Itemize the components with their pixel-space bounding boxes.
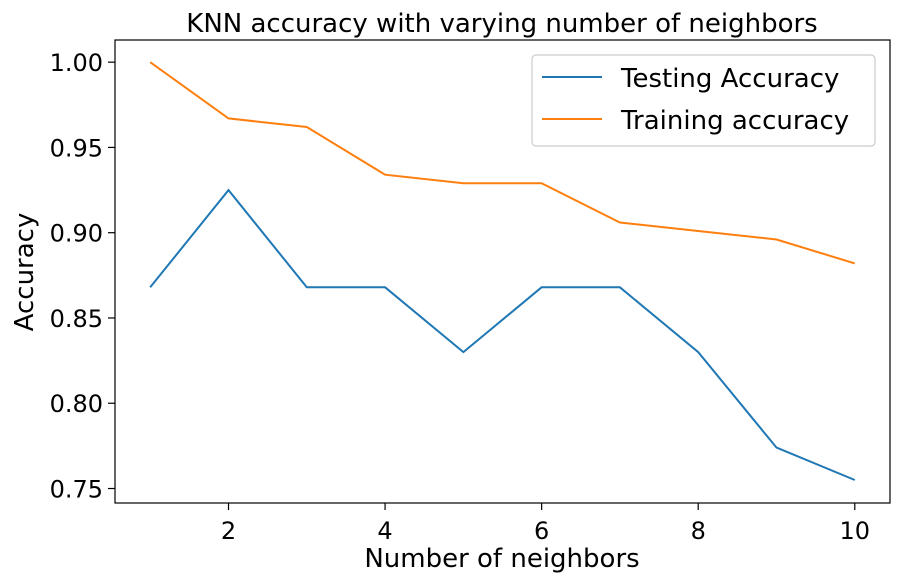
series-layer: [149, 61, 856, 481]
legend: Testing Accuracy Training accuracy: [531, 54, 876, 147]
y-tick-label: 0.75: [50, 476, 103, 504]
x-tick-label: 6: [534, 517, 549, 545]
y-tick-label: 0.95: [50, 134, 103, 162]
legend-label-testing: Testing Accuracy: [620, 64, 839, 94]
y-tick-label: 0.80: [50, 390, 103, 418]
y-axis: 0.75 0.80 0.85 0.90 0.95 1.00: [50, 49, 115, 504]
y-axis-title: Accuracy: [10, 213, 40, 332]
x-tick-label: 8: [691, 517, 706, 545]
y-tick-label: 0.85: [50, 305, 103, 333]
x-axis: 2 4 6 8 10: [221, 503, 870, 545]
x-tick-label: 2: [221, 517, 236, 545]
x-tick-label: 10: [839, 517, 870, 545]
y-tick-label: 1.00: [50, 49, 103, 77]
plot-area-frame: [114, 39, 891, 504]
x-tick-label: 4: [377, 517, 392, 545]
series-line-training-accuracy: [149, 61, 856, 265]
series-line-testing-accuracy: [149, 188, 856, 481]
legend-box: [531, 54, 876, 147]
legend-label-training: Training accuracy: [620, 106, 849, 136]
y-tick-label: 0.90: [50, 220, 103, 248]
x-axis-title: Number of neighbors: [364, 544, 639, 574]
chart-title: KNN accuracy with varying number of neig…: [186, 9, 817, 39]
